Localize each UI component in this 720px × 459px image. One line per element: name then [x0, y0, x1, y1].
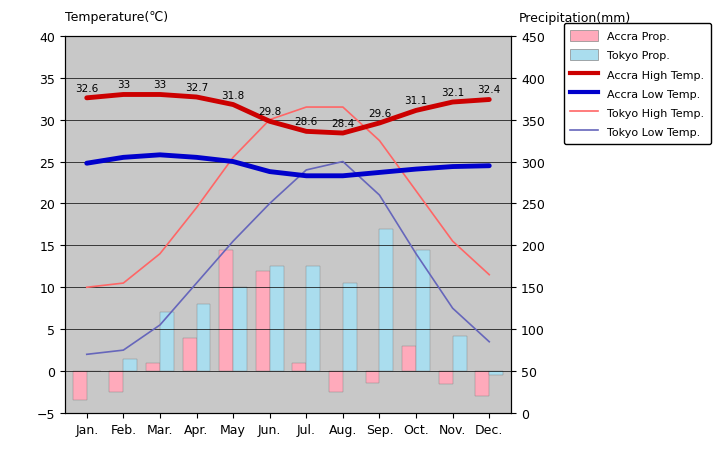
- Bar: [197, 304, 210, 371]
- Bar: [160, 313, 174, 371]
- Text: 32.7: 32.7: [185, 83, 208, 93]
- Bar: [343, 284, 357, 371]
- Bar: [123, 359, 138, 371]
- Legend: Accra Prop., Tokyo Prop., Accra High Temp., Accra Low Temp., Tokyo High Temp., T: Accra Prop., Tokyo Prop., Accra High Tem…: [564, 24, 711, 145]
- Bar: [73, 371, 86, 401]
- Bar: [292, 363, 306, 371]
- Text: 28.6: 28.6: [294, 117, 318, 127]
- Bar: [438, 371, 453, 384]
- Bar: [256, 271, 270, 371]
- Text: 32.1: 32.1: [441, 88, 464, 98]
- Text: Temperature(℃): Temperature(℃): [65, 11, 168, 23]
- Text: 32.4: 32.4: [477, 85, 501, 95]
- Text: 33: 33: [153, 80, 166, 90]
- Bar: [109, 371, 123, 392]
- Bar: [270, 267, 284, 371]
- Text: 29.8: 29.8: [258, 107, 282, 117]
- Bar: [183, 338, 197, 371]
- Text: Precipitation(mm): Precipitation(mm): [518, 12, 631, 25]
- Text: 29.6: 29.6: [368, 109, 391, 119]
- Bar: [416, 250, 430, 371]
- Text: 32.6: 32.6: [75, 84, 99, 94]
- Bar: [219, 250, 233, 371]
- Text: 28.4: 28.4: [331, 119, 354, 129]
- Bar: [233, 288, 247, 371]
- Bar: [453, 336, 467, 371]
- Bar: [146, 363, 160, 371]
- Bar: [329, 371, 343, 392]
- Text: 31.8: 31.8: [222, 90, 245, 100]
- Bar: [366, 371, 379, 383]
- Bar: [306, 267, 320, 371]
- Bar: [379, 229, 393, 371]
- Text: 31.1: 31.1: [405, 96, 428, 106]
- Bar: [475, 371, 490, 397]
- Text: 33: 33: [117, 80, 130, 90]
- Bar: [402, 346, 416, 371]
- Bar: [490, 371, 503, 375]
